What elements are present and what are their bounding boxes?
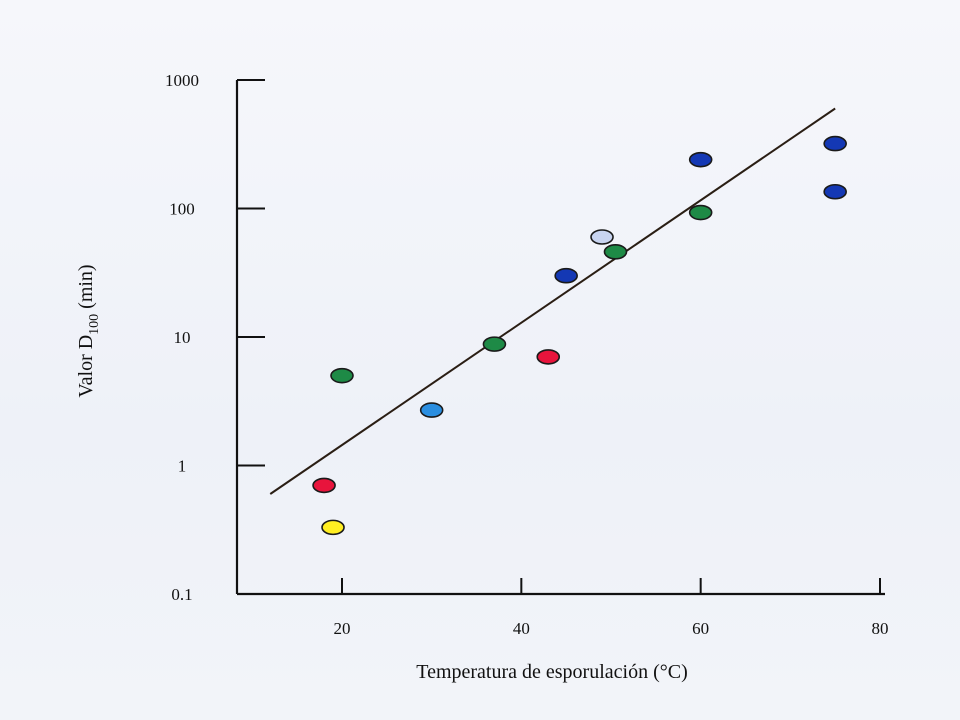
- x-tick-label: 20: [334, 619, 351, 638]
- y-axis-title: Valor D100 (min): [75, 264, 102, 397]
- x-axis-ticks: 20 40 60 80: [334, 578, 889, 638]
- data-point: [536, 349, 561, 365]
- data-point: [688, 151, 713, 168]
- data-point: [419, 402, 444, 418]
- data-point: [482, 336, 507, 352]
- x-tick-label: 80: [872, 619, 889, 638]
- data-points: [312, 135, 847, 536]
- data-point: [590, 229, 614, 245]
- x-tick-label: 60: [692, 619, 709, 638]
- y-tick-label: 100: [169, 200, 195, 219]
- y-tick-label: 0.1: [171, 585, 192, 604]
- data-point: [823, 183, 847, 200]
- y-axis-title-subscript: 100: [87, 314, 102, 335]
- y-axis-title-suffix: (min): [75, 264, 97, 313]
- x-tick-label: 40: [513, 619, 530, 638]
- y-tick-label: 1: [178, 457, 187, 476]
- data-point: [321, 519, 345, 536]
- trend-line-group: [269, 107, 836, 495]
- data-point: [554, 267, 578, 284]
- data-point: [688, 204, 713, 221]
- y-axis-ticks: 0.1 1 10 100 1000: [165, 71, 265, 604]
- x-axis-title: Temperatura de esporulación (°C): [416, 661, 687, 683]
- y-axis-title-main: Valor D: [75, 335, 97, 398]
- axes: [235, 80, 885, 596]
- data-point: [330, 367, 354, 384]
- trend-line: [269, 107, 836, 495]
- data-point: [312, 477, 336, 494]
- y-tick-label: 10: [174, 328, 191, 347]
- data-point: [823, 135, 847, 152]
- data-point: [603, 244, 628, 260]
- y-tick-label: 1000: [165, 71, 199, 90]
